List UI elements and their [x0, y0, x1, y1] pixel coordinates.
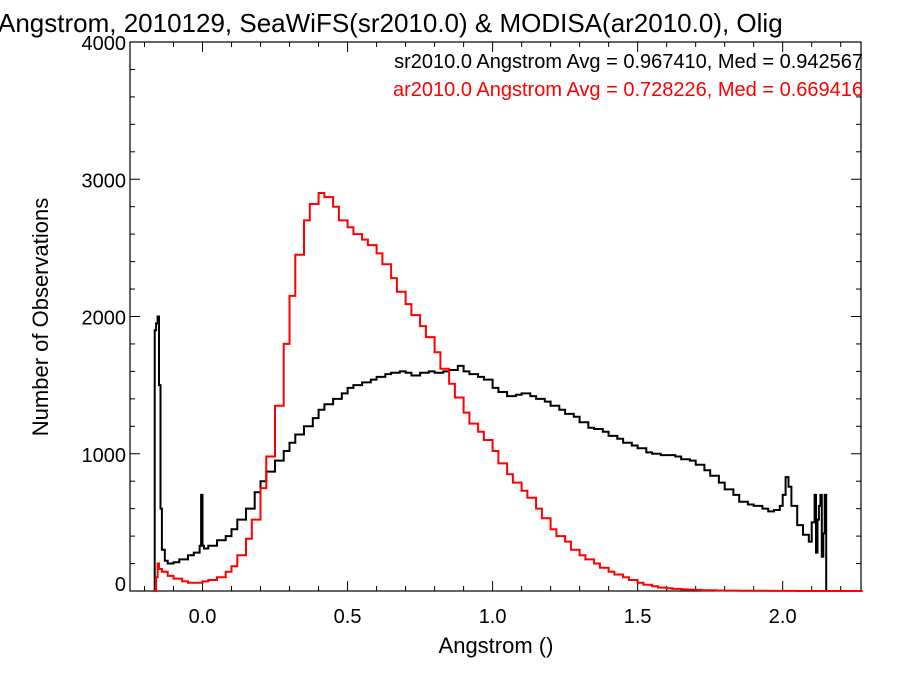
- x-tick-label: 1.5: [624, 606, 652, 628]
- chart-title: Angstrom, 2010129, SeaWiFS(sr2010.0) & M…: [0, 8, 783, 38]
- x-tick-label: 0.0: [189, 606, 217, 628]
- y-tick-label: 1000: [82, 445, 127, 467]
- y-axis-label: Number of Observations: [28, 198, 53, 436]
- plot-series: [153, 192, 863, 592]
- axis-ticks: 0.0 0.5 1.0 1.5 2.0 0 1000 2000 3000 4000: [82, 33, 861, 628]
- series-sr2010-line: [153, 315, 828, 592]
- x-tick-label: 1.0: [479, 606, 507, 628]
- y-tick-label: 0: [115, 574, 126, 596]
- y-tick-label: 4000: [82, 33, 127, 55]
- annotation-ar2010: ar2010.0 Angstrom Avg = 0.728226, Med = …: [393, 79, 863, 101]
- x-axis-label: Angstrom (): [439, 633, 554, 658]
- x-tick-label: 0.5: [334, 606, 362, 628]
- annotation-sr2010: sr2010.0 Angstrom Avg = 0.967410, Med = …: [394, 51, 863, 73]
- plot-frame: [129, 41, 862, 592]
- x-tick-label: 2.0: [769, 606, 797, 628]
- y-tick-label: 2000: [82, 308, 127, 330]
- y-tick-label: 3000: [82, 170, 127, 192]
- series-ar2010-line: [153, 192, 863, 592]
